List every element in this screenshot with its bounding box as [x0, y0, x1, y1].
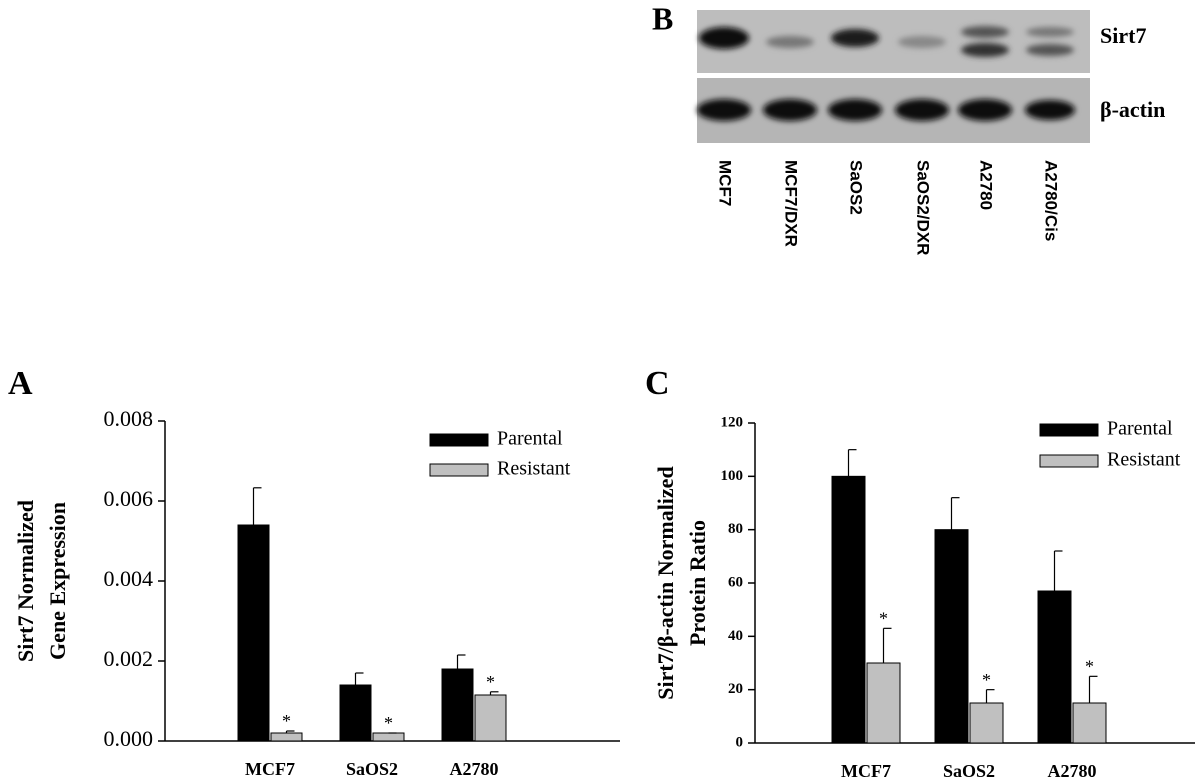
lane-label: MCF7/DXR [782, 160, 801, 247]
y-axis-label: Sirt7/β-actin Normalized [653, 466, 678, 699]
y-tick-label: 0.006 [104, 486, 154, 511]
significance-marker: * [282, 711, 291, 731]
bar [1072, 702, 1107, 744]
bar [969, 702, 1004, 744]
x-tick-label: MCF7 [245, 759, 295, 779]
legend-label: Parental [1107, 418, 1173, 440]
bar [934, 529, 969, 744]
lane-label: SaOS2 [847, 160, 866, 215]
bar [866, 662, 901, 744]
y-axis-label: Gene Expression [45, 502, 70, 660]
panel-label: B [652, 0, 673, 36]
y-tick-label: 0 [736, 734, 744, 750]
x-tick-label: A2780 [450, 759, 499, 779]
bar [270, 732, 303, 742]
significance-marker: * [879, 608, 888, 628]
y-tick-label: 120 [721, 414, 744, 430]
bar [1037, 590, 1072, 744]
bands [697, 26, 1075, 121]
legend-swatch [1039, 423, 1099, 437]
y-tick-label: 100 [721, 468, 744, 484]
legend-swatch [429, 463, 489, 477]
y-tick-label: 40 [728, 628, 743, 644]
x-tick-label: MCF7 [841, 761, 891, 781]
lane-label: A2780/Cis [1042, 160, 1061, 241]
bar [474, 694, 507, 742]
legend-swatch [429, 433, 489, 447]
lane-label: SaOS2/DXR [914, 160, 933, 255]
x-tick-label: A2780 [1048, 761, 1097, 781]
legend-label: Parental [497, 428, 563, 450]
band-label: Sirt7 [1100, 23, 1146, 48]
bar [339, 684, 372, 742]
significance-marker: * [1085, 656, 1094, 676]
y-tick-label: 20 [728, 681, 743, 697]
blot-strip [697, 10, 1090, 73]
legend-swatch [1039, 454, 1099, 468]
band-label: β-actin [1100, 97, 1165, 122]
lane-label: A2780 [977, 160, 996, 210]
western-blot: B Sirt7 β-actin [652, 0, 1165, 143]
bar [237, 524, 270, 742]
x-tick-label: SaOS2 [943, 761, 995, 781]
y-tick-label: 0.004 [104, 566, 154, 591]
legend-label: Resistant [497, 458, 571, 480]
bar [831, 475, 866, 744]
lane-label: MCF7 [716, 160, 735, 206]
y-tick-label: 60 [728, 574, 743, 590]
x-tick-label: SaOS2 [346, 759, 398, 779]
significance-marker: * [384, 713, 393, 733]
y-axis-label: Protein Ratio [685, 520, 710, 646]
y-axis-label: Sirt7 Normalized [13, 500, 38, 662]
y-tick-label: 80 [728, 521, 743, 537]
y-tick-label: 0.002 [104, 646, 154, 671]
significance-marker: * [982, 670, 991, 690]
blot-strip [697, 78, 1090, 143]
y-tick-label: 0.000 [104, 726, 154, 751]
panel-label: A [8, 365, 33, 402]
bar [372, 732, 405, 742]
legend-label: Resistant [1107, 449, 1181, 471]
bar [441, 668, 474, 742]
significance-marker: * [486, 672, 495, 692]
panel-label: C [645, 365, 670, 402]
y-tick-label: 0.008 [104, 406, 154, 431]
